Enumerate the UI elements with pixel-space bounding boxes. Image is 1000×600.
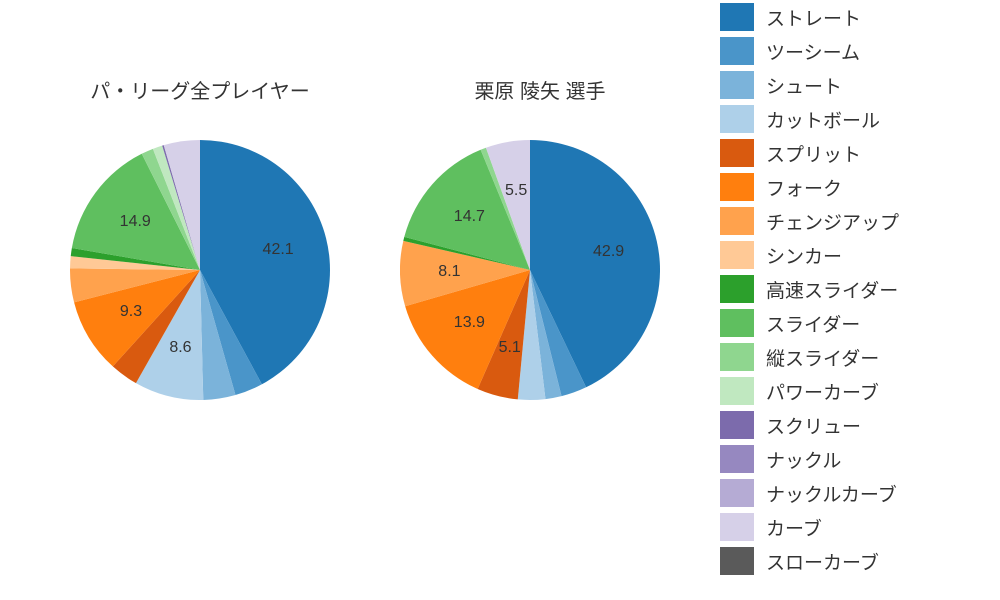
legend-label: シンカー [766,242,842,269]
legend: ストレートツーシームシュートカットボールスプリットフォークチェンジアップシンカー… [720,0,980,578]
legend-item-knuckle: ナックル [720,442,980,476]
pie-value-label: 8.1 [438,263,460,281]
legend-label: パワーカーブ [766,378,879,405]
pie-value-label: 42.1 [263,241,294,259]
legend-label: フォーク [766,174,842,201]
legend-swatch [720,241,754,269]
legend-label: 高速スライダー [766,276,898,303]
legend-item-two_seam: ツーシーム [720,34,980,68]
pie-value-label: 14.9 [120,213,151,231]
legend-item-changeup: チェンジアップ [720,204,980,238]
legend-swatch [720,547,754,575]
chart-title-right: 栗原 陵矢 選手 [400,75,680,104]
figure-root: パ・リーグ全プレイヤー 42.1 8.6 9.3 14.9 栗原 陵矢 選手 42.9… [0,0,1000,600]
legend-swatch [720,275,754,303]
pie-value-label: 5.1 [499,339,521,357]
legend-swatch [720,207,754,235]
legend-item-fast_slider: 高速スライダー [720,272,980,306]
legend-swatch [720,71,754,99]
legend-label: カーブ [766,514,822,541]
legend-swatch [720,377,754,405]
legend-item-cutball: カットボール [720,102,980,136]
legend-swatch [720,445,754,473]
legend-label: スローカーブ [766,548,879,575]
legend-label: スライダー [766,310,860,337]
legend-item-power_curve: パワーカーブ [720,374,980,408]
legend-item-vert_slider: 縦スライダー [720,340,980,374]
legend-item-curve: カーブ [720,510,980,544]
legend-swatch [720,343,754,371]
legend-item-knuckle_curve: ナックルカーブ [720,476,980,510]
legend-label: ナックルカーブ [766,480,897,507]
legend-item-slow_curve: スローカーブ [720,544,980,578]
legend-swatch [720,479,754,507]
legend-label: シュート [766,72,842,99]
legend-label: カットボール [766,106,880,133]
pie-value-label: 13.9 [454,314,485,332]
legend-swatch [720,139,754,167]
legend-item-sinker: シンカー [720,238,980,272]
legend-item-split: スプリット [720,136,980,170]
legend-label: スプリット [766,140,861,167]
legend-swatch [720,105,754,133]
legend-swatch [720,411,754,439]
pie-value-label: 14.7 [454,208,485,226]
legend-item-shoot: シュート [720,68,980,102]
legend-label: ストレート [766,4,861,31]
pie-value-label: 9.3 [120,303,142,321]
legend-item-screw: スクリュー [720,408,980,442]
legend-swatch [720,3,754,31]
legend-item-slider: スライダー [720,306,980,340]
legend-item-fork: フォーク [720,170,980,204]
legend-label: ツーシーム [766,38,860,65]
legend-label: 縦スライダー [766,344,879,371]
pie-chart-left [70,140,330,400]
legend-label: チェンジアップ [766,208,899,235]
legend-swatch [720,37,754,65]
legend-label: スクリュー [766,412,861,439]
legend-item-straight: ストレート [720,0,980,34]
legend-swatch [720,513,754,541]
pie-value-label: 5.5 [505,182,527,200]
legend-label: ナックル [766,446,841,473]
legend-swatch [720,309,754,337]
chart-title-left: パ・リーグ全プレイヤー [60,75,340,104]
pie-value-label: 42.9 [593,243,624,261]
pie-value-label: 8.6 [169,339,191,357]
legend-swatch [720,173,754,201]
